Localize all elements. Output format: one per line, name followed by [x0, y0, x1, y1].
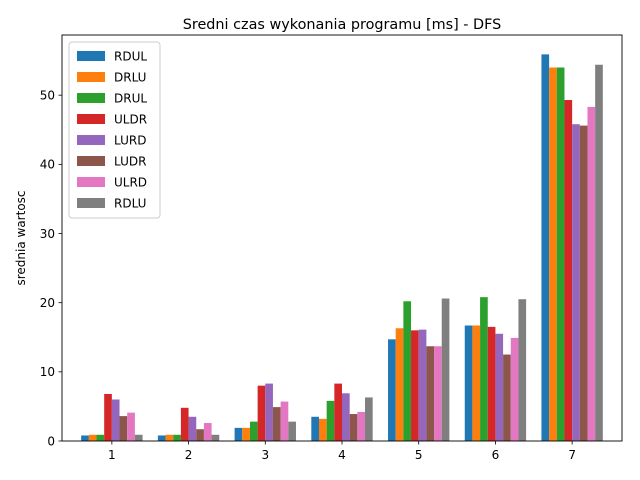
legend-label-drul: DRUL [114, 92, 147, 106]
x-axis-ticks: 1 2 3 4 5 6 7 [108, 441, 576, 462]
legend-label-rdlu: RDLU [114, 197, 146, 211]
y-tick-label: 10 [40, 365, 55, 379]
y-tick-label: 30 [40, 227, 55, 241]
bar-ulrd-6 [510, 337, 519, 441]
bar-rdlu-2 [211, 434, 220, 441]
bar-ulrd-3 [280, 401, 289, 441]
bar-rdul-2 [157, 435, 166, 441]
plot-frame [61, 34, 623, 442]
bar-uldr-3 [257, 385, 266, 441]
legend-frame [68, 41, 161, 219]
bar-ludr-6 [503, 354, 511, 441]
bar-drlu-3 [242, 427, 250, 441]
bar-rdlu-5 [441, 298, 450, 441]
bars-layer [81, 54, 603, 442]
bar-ludr-5 [426, 346, 435, 441]
bar-lurd-6 [495, 333, 504, 441]
x-tick-label: 1 [108, 448, 116, 462]
bar-rdlu-3 [288, 421, 296, 441]
bar-drlu-4 [318, 418, 327, 441]
legend-swatch-ulrd [77, 177, 105, 187]
legend-swatch-drul [77, 93, 105, 103]
legend-label-ulrd: ULRD [114, 176, 147, 190]
legend-label-lurd: LURD [114, 134, 146, 148]
y-tick-label: 20 [40, 296, 55, 310]
bar-drlu-2 [165, 434, 174, 441]
bar-drlu-5 [395, 328, 404, 441]
bar-rdlu-4 [365, 397, 373, 441]
bar-rdul-7 [541, 54, 550, 442]
bar-drul-3 [249, 421, 258, 441]
bar-rdlu-7 [595, 64, 603, 442]
bar-uldr-5 [411, 330, 419, 441]
legend-swatch-rdlu [77, 198, 105, 208]
bar-drul-1 [96, 434, 105, 441]
x-tick-label: 4 [338, 448, 346, 462]
y-tick-label: 0 [47, 434, 55, 448]
bar-uldr-2 [180, 407, 189, 441]
x-tick-label: 2 [185, 448, 193, 462]
bar-lurd-2 [188, 416, 197, 441]
legend: RDUL DRLU DRUL ULDR LURD LUDR ULRD RDLU [68, 41, 161, 219]
bar-ludr-7 [579, 125, 588, 442]
bar-rdul-5 [388, 339, 396, 441]
bar-ulrd-2 [203, 423, 212, 441]
bar-rdul-3 [234, 427, 243, 441]
bar-lurd-4 [342, 393, 350, 441]
bar-drul-6 [480, 297, 488, 441]
bar-ulrd-7 [587, 106, 596, 442]
bar-ludr-2 [196, 429, 204, 441]
y-axis-ticks: 0 10 20 30 40 50 [40, 88, 62, 448]
bar-ulrd-1 [127, 412, 135, 441]
bar-rdlu-6 [518, 299, 527, 441]
bar-drul-4 [326, 400, 335, 441]
bar-lurd-5 [418, 329, 427, 441]
bar-drlu-1 [88, 434, 97, 441]
legend-swatch-rdul [77, 51, 105, 61]
bar-lurd-7 [572, 124, 580, 441]
bar-uldr-7 [564, 100, 573, 442]
bar-uldr-6 [487, 326, 496, 441]
x-tick-label: 6 [492, 448, 500, 462]
x-tick-label: 7 [568, 448, 576, 462]
legend-swatch-uldr [77, 114, 105, 124]
legend-label-drlu: DRLU [114, 71, 146, 85]
bar-ludr-1 [119, 416, 128, 441]
bar-rdul-4 [311, 416, 319, 441]
bar-drlu-7 [549, 67, 557, 441]
bar-rdlu-1 [134, 434, 143, 441]
bar-uldr-1 [104, 393, 112, 441]
bar-ludr-3 [272, 407, 281, 441]
bar-drul-2 [173, 434, 181, 441]
bar-lurd-3 [265, 383, 273, 441]
x-tick-label: 3 [261, 448, 269, 462]
bar-rdul-6 [464, 325, 473, 441]
bar-rdul-1 [81, 435, 89, 441]
bar-drlu-6 [472, 325, 481, 441]
y-tick-label: 40 [40, 158, 55, 172]
bar-ludr-4 [349, 414, 358, 441]
legend-swatch-lurd [77, 135, 105, 145]
chart-title: Sredni czas wykonania programu [ms] - DF… [183, 17, 502, 33]
bar-ulrd-4 [357, 411, 366, 441]
legend-swatch-ludr [77, 156, 105, 166]
bar-lurd-1 [111, 399, 120, 441]
legend-swatch-drlu [77, 72, 105, 82]
legend-label-uldr: ULDR [114, 113, 147, 127]
legend-label-ludr: LUDR [114, 155, 146, 169]
bar-drul-5 [403, 301, 412, 441]
bar-uldr-4 [334, 383, 342, 441]
y-axis-label: srednia wartosc [14, 190, 28, 285]
bar-drul-7 [556, 67, 565, 441]
legend-label-rdul: RDUL [114, 50, 147, 64]
bar-ulrd-5 [434, 346, 442, 441]
x-tick-label: 5 [415, 448, 423, 462]
y-tick-label: 50 [40, 88, 55, 102]
